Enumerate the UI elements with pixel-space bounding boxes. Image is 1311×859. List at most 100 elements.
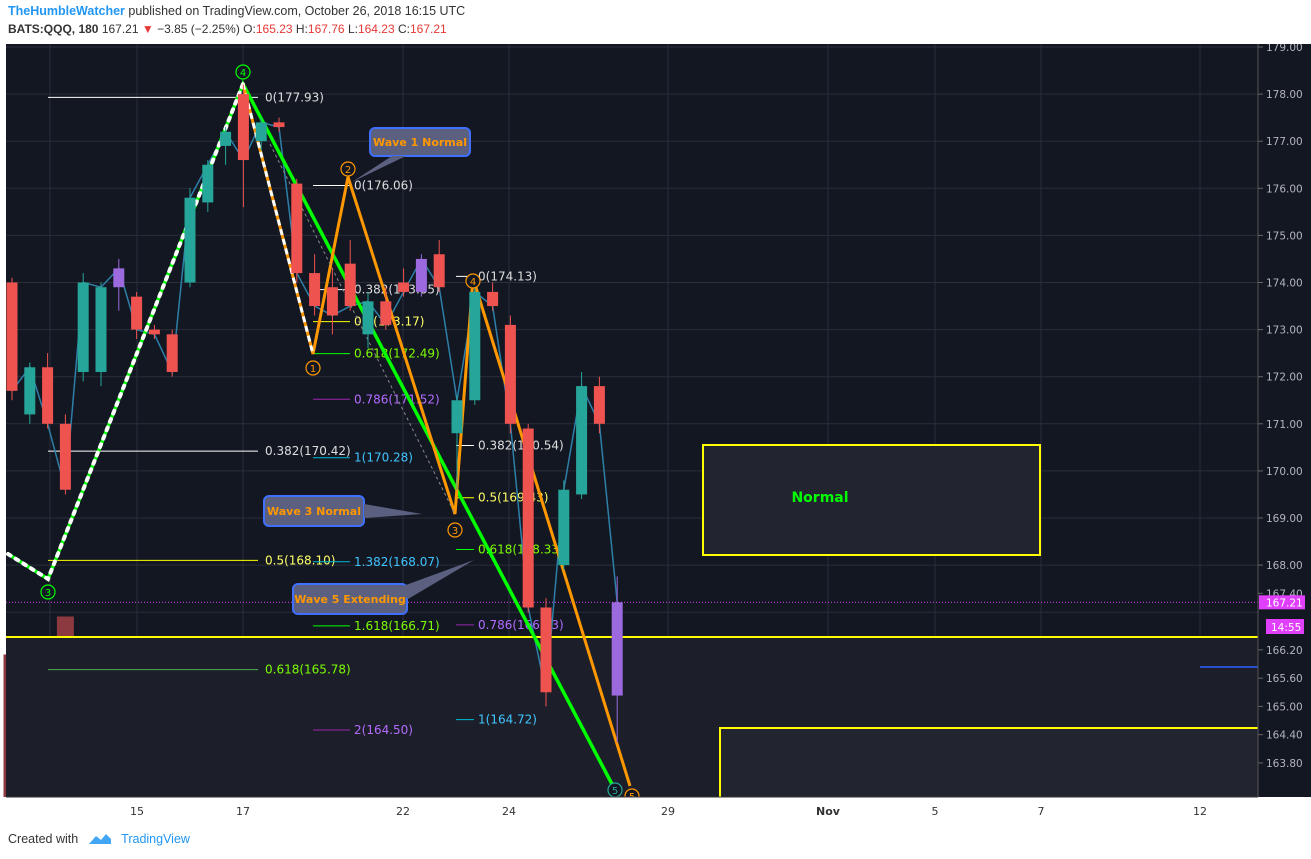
last-price-badge-label: 167.21: [1266, 597, 1303, 609]
fib-label-right: 0.618(168.33): [478, 543, 564, 557]
tradingview-logo-icon: [88, 834, 111, 844]
price-label: 176.00: [1266, 183, 1303, 195]
wave-count-circle: [305, 360, 321, 376]
wave-count-label: 3: [452, 526, 458, 537]
time-axis[interactable]: [6, 797, 1258, 823]
zone-boxes: Normal: [6, 444, 1258, 797]
fib-label-left: 0.618(165.78): [265, 663, 351, 677]
callout-wave1-label: Wave 1 Normal: [373, 136, 467, 149]
candle-body: [576, 386, 588, 495]
fib-label-right: 0(174.13): [478, 269, 537, 283]
wave-count-circle: [235, 64, 251, 80]
price-label: 165.00: [1266, 701, 1303, 713]
candle-body: [220, 131, 232, 146]
time-label: 15: [130, 805, 144, 818]
candle-body: [611, 602, 623, 696]
candle-body: [42, 367, 54, 424]
last-price: 167.21: [101, 22, 139, 36]
fib-label-mid: 1(170.28): [354, 451, 413, 465]
target-zone-border: [719, 727, 1258, 797]
candle-body: [540, 607, 552, 693]
candle-body: [344, 263, 356, 307]
candle-body: [291, 183, 303, 274]
fib-label-mid: 1.618(166.71): [354, 619, 440, 633]
white-dashed-wave-line: [241, 83, 315, 355]
change-value: −3.85 (−2.25%): [157, 22, 240, 36]
fib-label-mid: 2(164.50): [354, 723, 413, 737]
candle-body: [398, 282, 410, 292]
footer: Created with TradingView: [8, 832, 190, 846]
price-labels: 179.00 178.00 177.00 176.00 175.00 174.00 173.…: [1258, 44, 1305, 770]
price-label: 168.00: [1266, 560, 1303, 572]
created-with-label: Created with: [8, 832, 79, 846]
candle-body: [77, 282, 89, 372]
open-label: O:: [243, 22, 256, 36]
candle-body: [273, 122, 285, 128]
normal-zone-label: Normal: [791, 490, 848, 506]
time-label: 29: [661, 805, 675, 818]
time-label: 12: [1193, 805, 1207, 818]
normal-zone-box: [702, 444, 1041, 556]
fib-label-right: 0.382(170.54): [478, 438, 564, 452]
callout-wave5-label: Wave 5 Extending: [294, 593, 406, 606]
open-value: 165.23: [255, 22, 293, 36]
candle-body: [131, 296, 143, 330]
wave-count-label: 1: [310, 364, 316, 375]
close-value: 167.21: [410, 22, 447, 36]
fib-label-left: 0.5(168.10): [265, 553, 335, 567]
fib-label-mid: 1.382(168.07): [354, 555, 440, 569]
candle-body: [469, 291, 481, 401]
price-label: 169.00: [1266, 513, 1303, 525]
candle-body: [59, 423, 71, 490]
price-label: 174.00: [1266, 278, 1303, 290]
price-axis[interactable]: [1258, 44, 1311, 797]
wave-count-circle: [40, 584, 56, 600]
callout-wave5-pointer: [395, 560, 474, 599]
candle-body: [522, 428, 534, 608]
symbol-label: BATS:QQQ, 180: [8, 22, 99, 36]
price-label: 170.00: [1266, 466, 1303, 478]
time-labels: 15 17 22 24 29 Nov 5 7 12: [130, 805, 1207, 818]
callout-wave5-box: [292, 583, 408, 615]
wave-count-circle: [465, 273, 481, 289]
close-label: C:: [398, 22, 410, 36]
candle-body: [309, 273, 321, 307]
fib-label-mid: 0.618(172.49): [354, 347, 440, 361]
time-label: 5: [932, 805, 939, 818]
wave-count-circle: [340, 161, 356, 177]
time-label: 24: [502, 805, 516, 818]
candle-body: [24, 367, 36, 415]
candle-body: [451, 400, 463, 434]
candle-body: [6, 282, 18, 391]
target-zone-box: [720, 728, 1258, 797]
callout-wave1-pointer: [352, 156, 406, 182]
time-label: 22: [396, 805, 410, 818]
wave-count-label: 3: [45, 588, 51, 599]
candle-body: [504, 324, 516, 424]
author-link[interactable]: TheHumbleWatcher: [8, 4, 125, 18]
candle-body: [415, 258, 427, 292]
fib-label-right: 1(164.72): [478, 713, 537, 727]
tradingview-link[interactable]: TradingView: [121, 832, 190, 846]
candle-body: [166, 334, 178, 372]
price-label: 166.20: [1266, 645, 1303, 657]
price-label: 175.00: [1266, 230, 1303, 242]
low-label: L:: [347, 22, 358, 36]
price-label: 173.00: [1266, 325, 1303, 337]
price-label: 178.00: [1266, 89, 1303, 101]
high-value: 167.76: [307, 22, 345, 36]
wave-count-circle: [447, 522, 463, 538]
price-label: 177.00: [1266, 136, 1303, 148]
candle-body: [255, 122, 267, 142]
candle-body: [184, 197, 196, 283]
candle-body: [95, 287, 107, 372]
candles: [6, 84, 623, 743]
candle-body: [593, 386, 605, 424]
candle-body: [433, 254, 445, 288]
ohlc-line: BATS:QQQ, 180 167.21 ▼ −3.85 (−2.25%) O:…: [8, 22, 447, 36]
time-label: Nov: [816, 805, 841, 818]
price-chart[interactable]: Normal 0(177.93) 0.382(170.42) 0.5(168.10)…: [0, 44, 1311, 828]
candle-body: [558, 489, 570, 566]
wave-count-label: 4: [240, 68, 246, 79]
low-value: 164.23: [357, 22, 395, 36]
